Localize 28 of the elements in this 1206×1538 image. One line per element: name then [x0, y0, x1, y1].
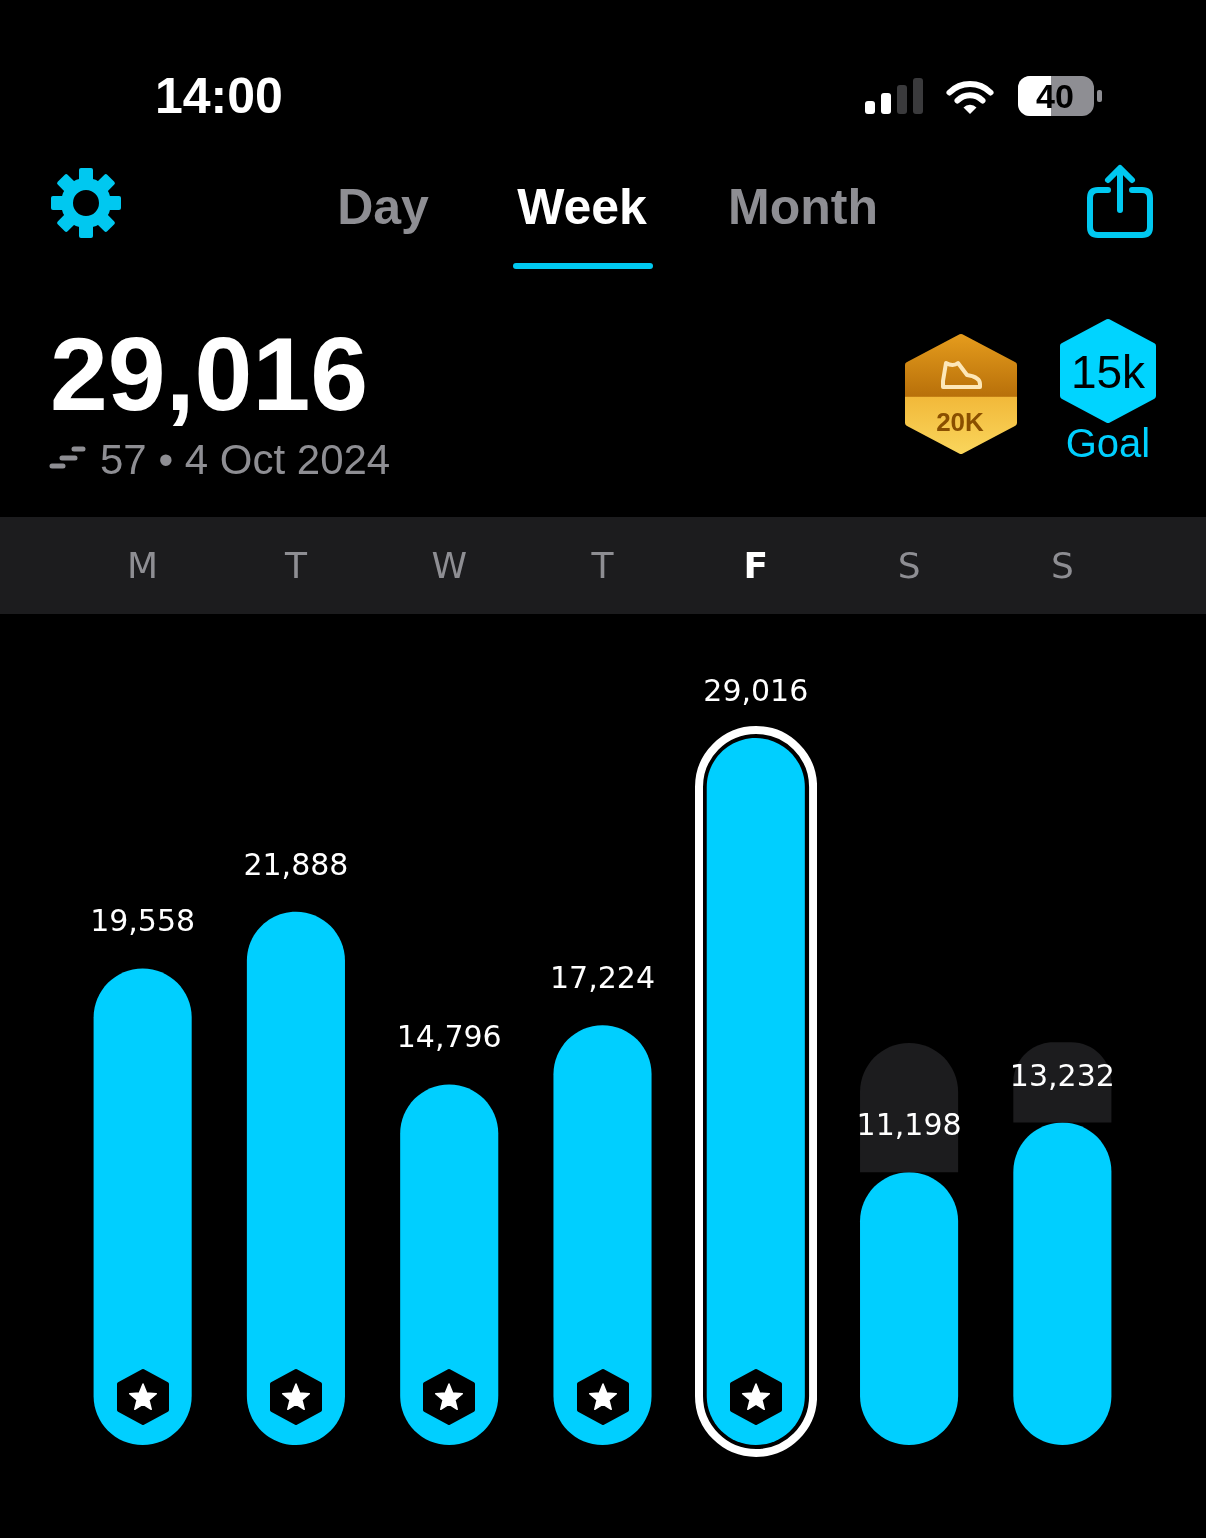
- text: Goal: [1065, 421, 1151, 466]
- x-tick-label: M: [127, 544, 159, 586]
- text: Day: [337, 178, 429, 235]
- data-label: 17,224: [550, 960, 655, 996]
- bar: [553, 1025, 652, 1445]
- bar: [1013, 1122, 1112, 1445]
- chart-subtitle: 57 • 4 Oct 2024: [100, 436, 391, 484]
- text: Month: [728, 178, 878, 235]
- data-label: 29,016: [703, 673, 809, 708]
- chart-title: 29,016: [50, 316, 369, 433]
- bar: [400, 1084, 499, 1445]
- data-label: 14,796: [396, 1019, 502, 1055]
- x-tick-label: T: [590, 544, 615, 586]
- x-tick-label: T: [283, 544, 308, 586]
- text: 15k: [1070, 346, 1146, 399]
- data-label: 19,558: [90, 903, 196, 939]
- data-label: 13,232: [1009, 1057, 1115, 1093]
- data-label: 21,888: [243, 846, 349, 882]
- bar: [246, 911, 345, 1445]
- x-tick-label: W: [431, 544, 468, 586]
- text: Week: [517, 178, 647, 235]
- x-tick-label: S: [897, 544, 921, 586]
- text: 20K: [936, 407, 984, 437]
- x-tick-label: F: [743, 544, 769, 586]
- bar: [93, 968, 192, 1445]
- x-tick-label: S: [1050, 544, 1074, 586]
- data-label: 11,198: [856, 1107, 962, 1143]
- text: 14:00: [155, 67, 283, 124]
